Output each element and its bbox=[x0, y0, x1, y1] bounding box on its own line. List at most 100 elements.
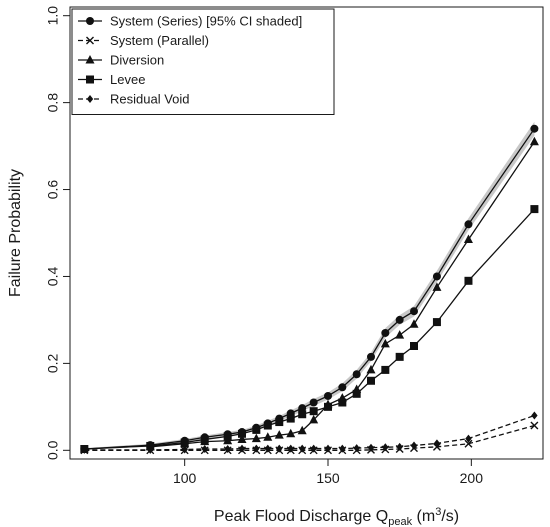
point-levee bbox=[298, 410, 307, 419]
point-diversion bbox=[274, 430, 284, 439]
point-residual-void bbox=[224, 445, 231, 454]
point-system-series bbox=[367, 352, 375, 361]
x-axis-label-subscript: peak bbox=[388, 516, 412, 527]
legend-marker-system-parallel bbox=[86, 36, 94, 45]
series-line-system-parallel bbox=[84, 424, 535, 451]
point-levee bbox=[252, 425, 261, 434]
y-axis-label: Failure Probability bbox=[7, 169, 24, 297]
legend-marker-system-series bbox=[86, 17, 94, 25]
point-system-series bbox=[464, 220, 473, 229]
legend-label-diversion: Diversion bbox=[110, 53, 164, 68]
legend-label-levee: Levee bbox=[110, 72, 145, 87]
y-tick-label: 0.4 bbox=[45, 267, 61, 287]
point-diversion bbox=[432, 282, 442, 291]
series-line-system-series bbox=[84, 128, 535, 450]
point-residual-void bbox=[465, 434, 472, 443]
point-diversion bbox=[286, 428, 296, 438]
point-residual-void bbox=[410, 441, 418, 450]
legend-label-residual-void: Residual Void bbox=[110, 92, 190, 107]
point-residual-void bbox=[181, 445, 188, 454]
point-diversion bbox=[366, 364, 376, 374]
legend-marker-levee bbox=[86, 75, 94, 84]
point-system-series bbox=[298, 404, 307, 413]
series-residual-void bbox=[81, 411, 538, 454]
point-system-series bbox=[395, 315, 404, 324]
legend-items: System (Series) [95% CI shaded] System (P… bbox=[78, 14, 302, 107]
point-system-series bbox=[530, 124, 539, 133]
point-residual-void bbox=[367, 443, 375, 452]
point-levee bbox=[238, 429, 246, 438]
point-diversion bbox=[380, 338, 390, 348]
legend-box bbox=[71, 8, 335, 115]
point-system-series bbox=[410, 307, 418, 316]
point-system-series bbox=[309, 398, 318, 407]
point-diversion bbox=[237, 434, 247, 443]
x-axis-label-main: Peak Flood Discharge Q bbox=[214, 508, 388, 525]
point-levee bbox=[464, 276, 473, 285]
series-layer bbox=[80, 124, 539, 455]
plot-frame bbox=[69, 6, 544, 460]
point-levee bbox=[263, 421, 272, 430]
point-diversion bbox=[409, 319, 419, 328]
series-levee bbox=[80, 205, 539, 454]
point-levee bbox=[200, 435, 209, 444]
point-levee bbox=[367, 376, 375, 385]
point-levee bbox=[381, 365, 390, 374]
point-levee bbox=[286, 414, 295, 423]
x-axis-label-unit-tail: /s) bbox=[441, 508, 459, 525]
point-residual-void bbox=[81, 445, 88, 454]
x-tick-label: 200 bbox=[460, 470, 484, 486]
point-residual-void bbox=[339, 444, 346, 453]
x-axis: 100 150 200 bbox=[173, 459, 483, 486]
point-diversion bbox=[309, 414, 319, 424]
x-tick-label: 150 bbox=[316, 470, 340, 486]
point-diversion bbox=[263, 432, 273, 441]
point-diversion bbox=[463, 234, 473, 244]
point-system-parallel bbox=[464, 439, 473, 448]
point-system-series bbox=[338, 383, 347, 392]
point-system-series bbox=[324, 391, 332, 400]
ci-band bbox=[84, 121, 535, 450]
point-diversion bbox=[297, 425, 307, 435]
point-residual-void bbox=[264, 444, 271, 453]
legend-label-system-series: System (Series) [95% CI shaded] bbox=[110, 14, 302, 29]
point-residual-void bbox=[310, 444, 317, 453]
point-levee bbox=[395, 352, 404, 361]
point-levee bbox=[530, 205, 539, 214]
point-residual-void bbox=[353, 444, 360, 453]
point-residual-void bbox=[201, 445, 208, 454]
point-diversion bbox=[251, 433, 261, 443]
point-levee bbox=[180, 438, 189, 447]
point-levee bbox=[432, 318, 441, 327]
y-tick-label: 0.2 bbox=[45, 353, 61, 373]
point-system-series bbox=[381, 328, 390, 337]
point-system-series bbox=[352, 370, 361, 379]
point-residual-void bbox=[276, 444, 283, 453]
legend-label-system-parallel: System (Parallel) bbox=[110, 33, 209, 48]
x-axis-label-superscript: 3 bbox=[435, 506, 441, 518]
point-residual-void bbox=[287, 444, 294, 453]
point-residual-void bbox=[382, 443, 389, 452]
ci-band-layer bbox=[84, 121, 535, 450]
y-tick-label: 0.0 bbox=[45, 440, 61, 460]
legend: System (Series) [95% CI shaded] System (P… bbox=[71, 8, 335, 115]
series-line-residual-void bbox=[84, 414, 535, 451]
point-levee bbox=[223, 432, 232, 441]
point-residual-void bbox=[433, 439, 441, 448]
point-diversion bbox=[529, 136, 539, 146]
point-residual-void bbox=[531, 411, 538, 420]
y-tick-label: 0.6 bbox=[45, 180, 61, 200]
point-system-series bbox=[432, 272, 441, 281]
legend-marker-diversion bbox=[85, 55, 95, 64]
point-levee bbox=[410, 342, 418, 350]
point-levee bbox=[338, 398, 347, 407]
series-line-levee bbox=[84, 208, 535, 450]
point-residual-void bbox=[324, 444, 332, 453]
y-tick-label: 0.8 bbox=[45, 93, 61, 113]
legend-marker-residual-void bbox=[86, 95, 94, 103]
point-levee bbox=[352, 389, 361, 398]
point-levee bbox=[275, 418, 284, 427]
point-residual-void bbox=[253, 444, 260, 453]
point-levee bbox=[309, 407, 318, 416]
